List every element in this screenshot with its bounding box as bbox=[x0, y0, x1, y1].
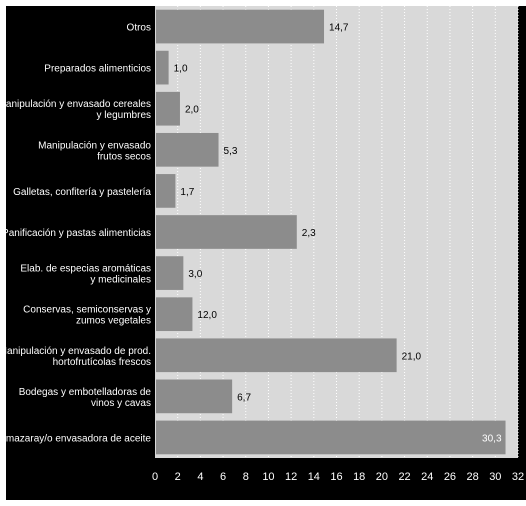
bar bbox=[156, 132, 219, 167]
data-label: 1,7 bbox=[180, 187, 194, 198]
x-tick-label: 32 bbox=[512, 471, 524, 483]
data-label: 30,3 bbox=[482, 433, 502, 444]
category-label: Elab. de especias aromáticas bbox=[20, 264, 151, 275]
x-tick-label: 14 bbox=[308, 471, 320, 483]
bar bbox=[156, 215, 297, 249]
x-tick-label: 0 bbox=[152, 471, 158, 483]
x-tick-label: 30 bbox=[489, 471, 501, 483]
x-tick-label: 22 bbox=[398, 471, 410, 483]
x-tick-label: 20 bbox=[376, 471, 388, 483]
category-label: vinos y cavas bbox=[91, 398, 151, 409]
x-tick-label: 24 bbox=[421, 471, 433, 483]
x-tick-label: 2 bbox=[175, 471, 181, 483]
bar bbox=[156, 9, 325, 44]
x-tick-label: 6 bbox=[220, 471, 226, 483]
data-label: 3,0 bbox=[188, 269, 202, 280]
category-label: zumos vegetales bbox=[76, 316, 151, 327]
x-tick-label: 28 bbox=[467, 471, 479, 483]
bar bbox=[156, 338, 397, 373]
category-label: Manipulación y envasado cereales bbox=[0, 99, 151, 110]
x-tick-label: 4 bbox=[197, 471, 203, 483]
data-label: 5,3 bbox=[224, 146, 238, 157]
bar bbox=[156, 297, 193, 332]
category-label: hortofrutícolas frescos bbox=[53, 357, 151, 368]
category-label: Bodegas y embotelladoras de bbox=[19, 387, 152, 398]
category-label: Preparados alimenticios bbox=[44, 64, 151, 75]
bar bbox=[156, 420, 506, 455]
x-tick-label: 8 bbox=[243, 471, 249, 483]
category-label: Manipulación y envasado de prod. bbox=[0, 346, 151, 357]
category-label: frutos secos bbox=[97, 151, 151, 162]
data-label: 12,0 bbox=[197, 310, 217, 321]
category-label: Galletas, confitería y pastelería bbox=[13, 187, 151, 198]
x-tick-label: 10 bbox=[262, 471, 274, 483]
data-label: 6,7 bbox=[237, 392, 251, 403]
bar bbox=[156, 256, 184, 290]
category-label: Otros bbox=[127, 23, 151, 34]
bar bbox=[156, 91, 180, 126]
category-label: Manipulación y envasado bbox=[38, 140, 151, 151]
x-tick-label: 12 bbox=[285, 471, 297, 483]
x-tick-label: 18 bbox=[353, 471, 365, 483]
data-label: 1,0 bbox=[174, 64, 188, 75]
data-label: 2,0 bbox=[185, 105, 199, 116]
x-tick-label: 16 bbox=[330, 471, 342, 483]
x-tick-label: 26 bbox=[444, 471, 456, 483]
data-label: 14,7 bbox=[329, 23, 349, 34]
category-label: Conservas, semiconservas y bbox=[23, 305, 151, 316]
bar bbox=[156, 50, 169, 85]
data-label: 2,3 bbox=[302, 228, 316, 239]
data-label: 21,0 bbox=[402, 351, 422, 362]
category-label: Almazaray/o envasadora de aceite bbox=[0, 433, 151, 444]
category-label: Panificación y pastas alimenticias bbox=[2, 228, 151, 239]
category-label: y medicinales bbox=[90, 275, 151, 286]
bar bbox=[156, 174, 176, 208]
category-label: y legumbres bbox=[97, 110, 151, 121]
bar bbox=[156, 379, 233, 414]
